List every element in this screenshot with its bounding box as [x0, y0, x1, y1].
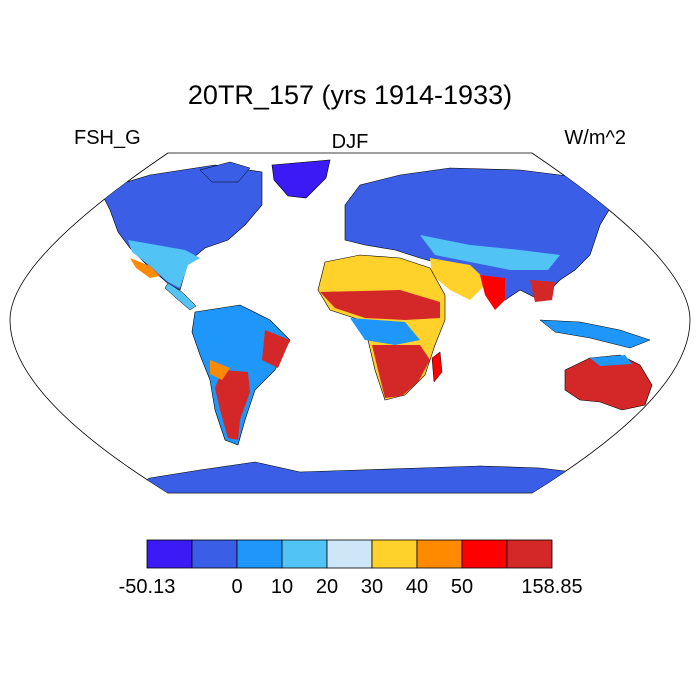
mexico-hot: [130, 258, 160, 278]
colorbar-tick-label: 30: [360, 576, 384, 598]
colorbar: [146, 539, 553, 569]
colorbar-box: [371, 539, 418, 569]
africa-sahel-red: [320, 290, 440, 320]
colorbar-box: [236, 539, 283, 569]
variable-label: FSH_G: [74, 127, 141, 149]
indonesia: [539, 319, 651, 349]
map-title: 20TR_157 (yrs 1914-1933): [187, 80, 513, 110]
south-america-hot-south: [215, 370, 250, 440]
south-america-orange: [210, 360, 230, 380]
colorbar-tick-label: 0: [231, 576, 243, 598]
australia: [564, 354, 653, 411]
colorbar-tick-label: 158.85: [521, 576, 583, 598]
india-hot: [480, 275, 505, 310]
north-america-south: [128, 240, 200, 288]
australia-north: [590, 355, 632, 366]
central-america: [164, 282, 197, 311]
colorbar-box: [506, 539, 553, 569]
colorbar-box: [461, 539, 508, 569]
africa-central-blue: [350, 318, 420, 345]
colorbar-tick-label: -50.13: [118, 576, 176, 598]
colorbar-box: [191, 539, 238, 569]
new-zealand: [649, 401, 669, 426]
units-label: W/m^2: [564, 127, 626, 149]
arctic-islands: [199, 161, 251, 183]
south-america-hot-east: [262, 330, 290, 368]
colorbar-box: [416, 539, 463, 569]
africa-south-red: [372, 345, 430, 398]
colorbar-box: [281, 539, 328, 569]
colorbar-tick-label: 50: [450, 576, 474, 598]
madagascar: [431, 351, 443, 383]
colorbar-box: [326, 539, 373, 569]
asia-south-band: [420, 235, 560, 270]
middle-east-hot: [430, 258, 488, 300]
greenland: [271, 159, 331, 199]
colorbar-tick-label: 10: [270, 576, 294, 598]
colorbar-tick-label: 20: [315, 576, 339, 598]
antarctica: [119, 461, 601, 493]
se-asia-hot: [530, 280, 555, 302]
colorbar-box: [146, 539, 193, 569]
season-label: DJF: [331, 131, 369, 153]
colorbar-tick-label: 40: [405, 576, 429, 598]
